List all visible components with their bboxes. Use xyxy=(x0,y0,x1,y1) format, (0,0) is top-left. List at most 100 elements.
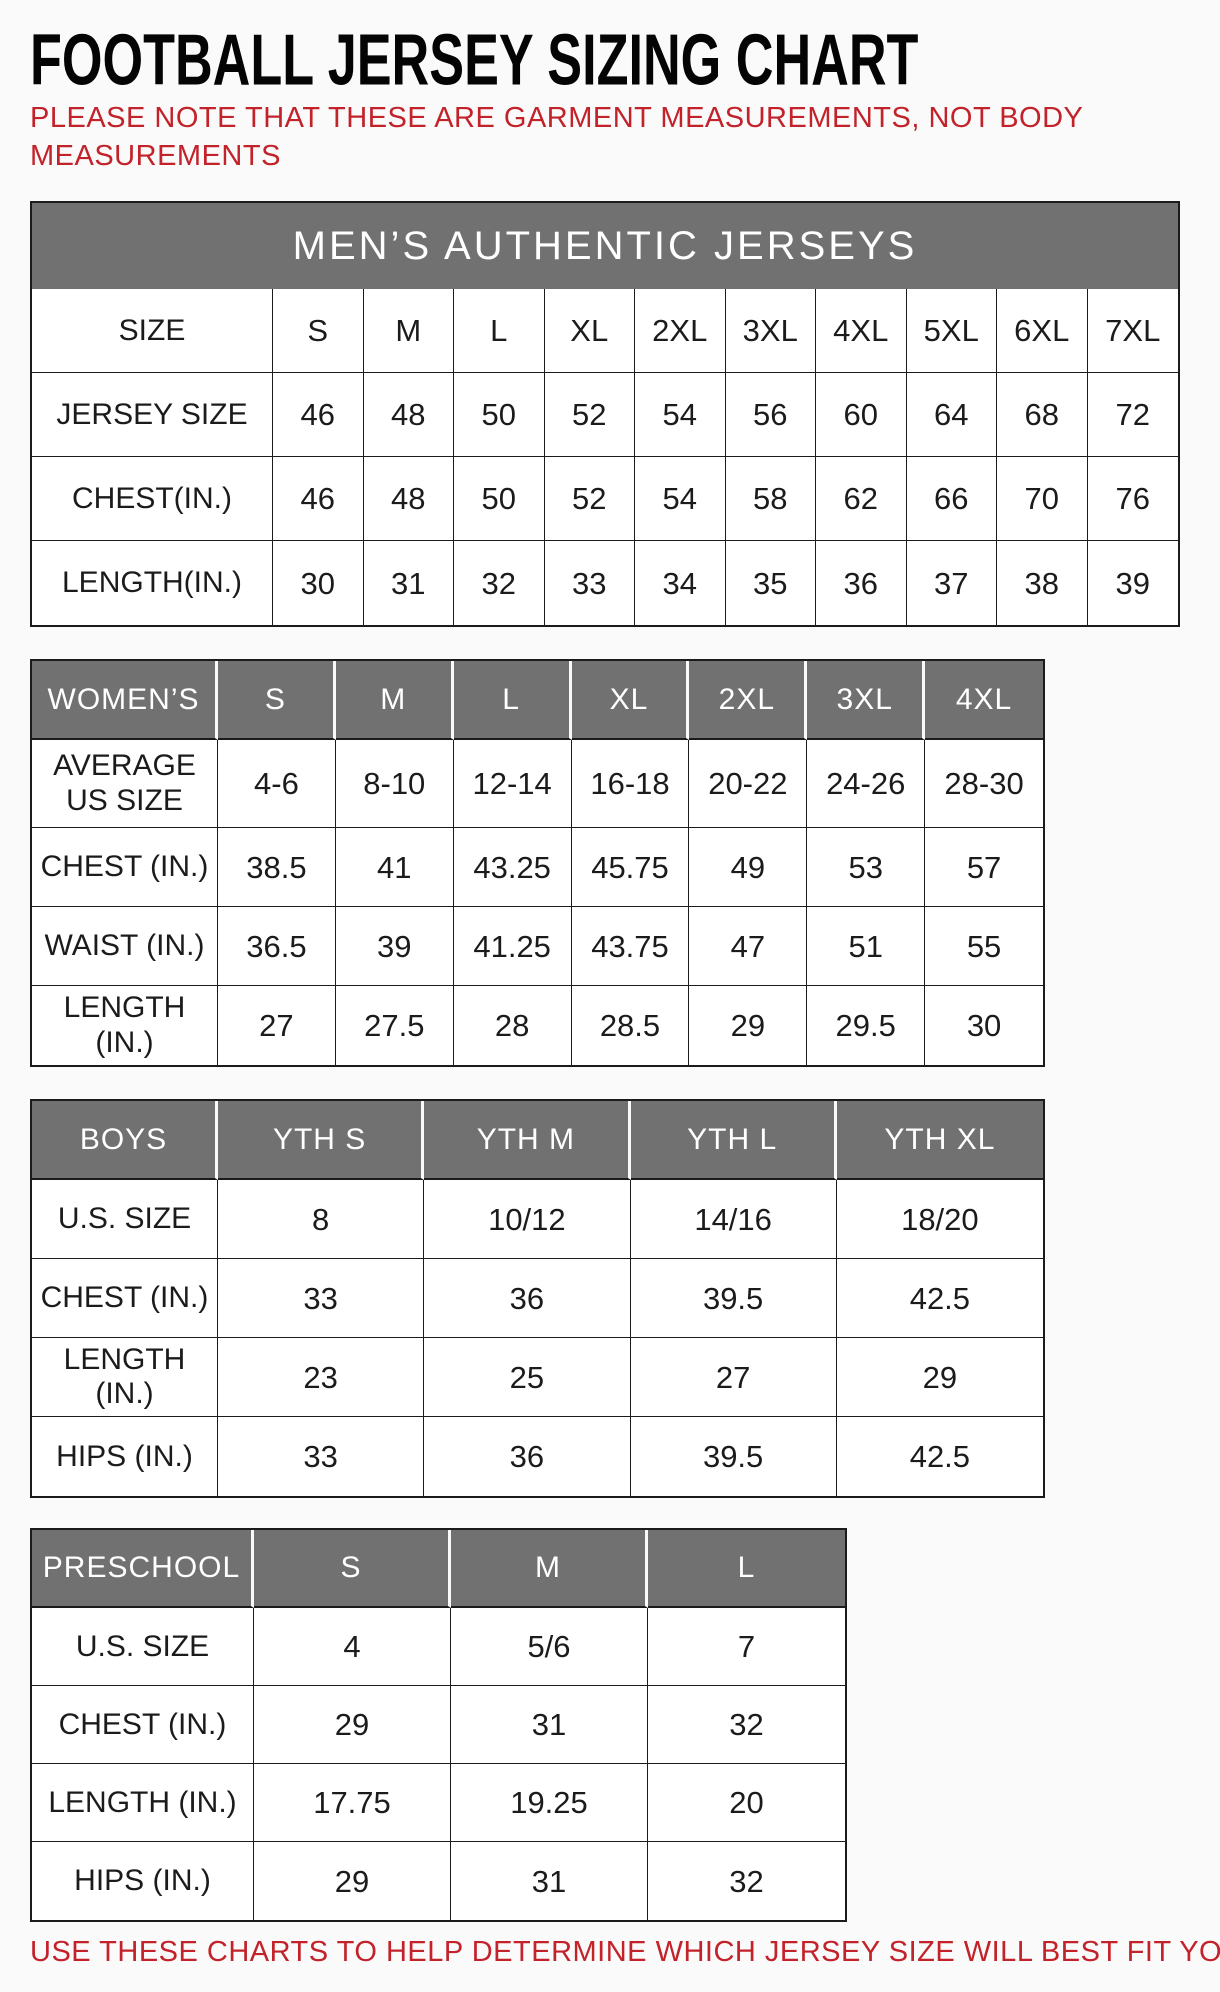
value-cell: 32 xyxy=(454,541,545,626)
column-header: YTH L xyxy=(630,1101,837,1181)
value-cell: 7XL xyxy=(1087,289,1178,374)
value-cell: 33 xyxy=(218,1417,425,1497)
row-label: CHEST (IN.) xyxy=(32,1259,218,1339)
column-header: L xyxy=(648,1530,845,1609)
value-cell: 5XL xyxy=(906,289,997,374)
value-cell: 4XL xyxy=(816,289,907,374)
value-cell: 70 xyxy=(997,457,1088,542)
value-cell: 20-22 xyxy=(689,740,808,829)
value-cell: 41.25 xyxy=(453,907,572,987)
value-cell: 27.5 xyxy=(336,986,454,1066)
table-header-row: WOMEN’S S M L XL 2XL 3XL 4XL xyxy=(32,661,1043,741)
value-cell: 33 xyxy=(545,541,635,626)
value-cell: 25 xyxy=(424,1338,631,1418)
value-cell: 54 xyxy=(635,457,726,542)
value-cell: 68 xyxy=(997,373,1088,458)
value-cell: 64 xyxy=(906,373,997,458)
column-header: 4XL xyxy=(925,661,1043,741)
value-cell: 36 xyxy=(816,541,907,626)
table-row: CHEST(IN.) 46 48 50 52 54 58 62 66 70 76 xyxy=(32,457,1178,542)
page-title: FOOTBALL JERSEY SIZING CHART xyxy=(30,19,919,101)
table-row: U.S. SIZE 4 5/6 7 xyxy=(32,1608,845,1687)
value-cell: 52 xyxy=(544,373,635,458)
value-cell: M xyxy=(363,289,454,374)
row-label: WAIST (IN.) xyxy=(32,907,218,987)
value-cell: 4 xyxy=(254,1608,451,1687)
value-cell: 72 xyxy=(1087,373,1178,458)
column-header: S xyxy=(254,1530,451,1609)
value-cell: 57 xyxy=(925,828,1043,908)
garment-measurement-note: PLEASE NOTE THAT THESE ARE GARMENT MEASU… xyxy=(30,102,1083,172)
value-cell: 16-18 xyxy=(571,740,690,829)
table-row: U.S. SIZE 8 10/12 14/16 18/20 xyxy=(32,1180,1043,1260)
value-cell: 36 xyxy=(424,1417,631,1497)
value-cell: 66 xyxy=(906,457,997,542)
column-header: M xyxy=(451,1530,648,1609)
value-cell: 43.75 xyxy=(571,907,690,987)
value-cell: 39.5 xyxy=(630,1259,837,1339)
value-cell: 43.25 xyxy=(453,828,572,908)
value-cell: 38 xyxy=(997,541,1088,626)
value-cell: 29 xyxy=(689,986,808,1066)
row-label: LENGTH (IN.) xyxy=(32,1764,254,1843)
table-row: HIPS (IN.) 33 36 39.5 42.5 xyxy=(32,1417,1043,1497)
column-header: YTH M xyxy=(424,1101,631,1181)
value-cell: 52 xyxy=(544,457,635,542)
value-cell: 30 xyxy=(273,541,364,626)
column-header: L xyxy=(453,661,572,741)
value-cell: 46 xyxy=(273,373,364,458)
value-cell: 17.75 xyxy=(254,1764,451,1843)
value-cell: 62 xyxy=(816,457,907,542)
value-cell: 42.5 xyxy=(909,1439,971,1475)
page-title-wrap: FOOTBALL JERSEY SIZING CHART xyxy=(30,18,1220,100)
value-cell: 49 xyxy=(689,828,808,908)
value-cell: 55 xyxy=(925,907,1043,987)
value-cell: 58 xyxy=(725,457,816,542)
table-row: SIZE S M L XL 2XL 3XL 4XL 5XL 6XL 7XL xyxy=(32,289,1178,374)
value-cell: 32 xyxy=(648,1686,845,1765)
row-label: LENGTH(IN.) xyxy=(32,541,273,626)
value-cell: 4-6 xyxy=(218,740,336,829)
value-cell: 3XL xyxy=(725,289,816,374)
value-cell: 47 xyxy=(689,907,808,987)
value-cell: 54 xyxy=(635,373,726,458)
value-cell: 39 xyxy=(1115,565,1150,601)
value-cell: 45.75 xyxy=(571,828,690,908)
row-label: AVERAGE US SIZE xyxy=(32,740,218,829)
value-cell: 29 xyxy=(836,1338,1043,1418)
row-label: U.S. SIZE xyxy=(32,1180,218,1260)
value-cell: 14/16 xyxy=(630,1180,837,1260)
value-cell: 39.5 xyxy=(631,1417,837,1497)
table-row: AVERAGE US SIZE 4-6 8-10 12-14 16-18 20-22 24-… xyxy=(32,740,1043,829)
value-cell: 19.25 xyxy=(451,1764,648,1843)
value-cell: 50 xyxy=(454,373,545,458)
value-cell: 60 xyxy=(816,373,907,458)
value-cell: 29 xyxy=(254,1842,451,1921)
value-cell: 2XL xyxy=(635,289,726,374)
column-header: YTH XL xyxy=(836,1101,1043,1181)
value-cell: 33 xyxy=(218,1259,425,1339)
value-cell: 76 xyxy=(1087,457,1178,542)
value-cell: 38.5 xyxy=(218,828,336,908)
value-cell: 32 xyxy=(729,1863,764,1899)
row-label: BOYS xyxy=(32,1101,218,1181)
value-cell: 10/12 xyxy=(424,1180,631,1260)
table-row: CHEST (IN.) 33 36 39.5 42.5 xyxy=(32,1259,1043,1339)
table-row: WAIST (IN.) 36.5 39 41.25 43.75 47 51 55 xyxy=(32,907,1043,987)
row-label: HIPS (IN.) xyxy=(32,1842,254,1921)
mens-authentic-jerseys-table: MEN’S AUTHENTIC JERSEYS SIZE S M L XL 2XL 3XL 4X… xyxy=(30,201,1180,628)
value-cell: XL xyxy=(544,289,635,374)
value-cell: 36 xyxy=(424,1259,631,1339)
value-cell: 6XL xyxy=(997,289,1088,374)
value-cell: 8 xyxy=(218,1180,425,1260)
value-cell: 20 xyxy=(648,1764,845,1843)
value-cell: 27 xyxy=(630,1338,837,1418)
footer-note: USE THESE CHARTS TO HELP DETERMINE WHICH… xyxy=(30,1936,1220,1969)
value-cell: 36.5 xyxy=(218,907,336,987)
value-cell: 29.5 xyxy=(807,986,926,1066)
value-cell: 27 xyxy=(218,986,336,1066)
table-row: CHEST (IN.) 38.5 41 43.25 45.75 49 53 57 xyxy=(32,828,1043,908)
row-label: HIPS (IN.) xyxy=(32,1417,218,1497)
boys-sizing-table: BOYS YTH S YTH M YTH L YTH XL U.S. SIZE 8 10/12… xyxy=(30,1099,1045,1499)
value-cell: 41 xyxy=(335,828,454,908)
